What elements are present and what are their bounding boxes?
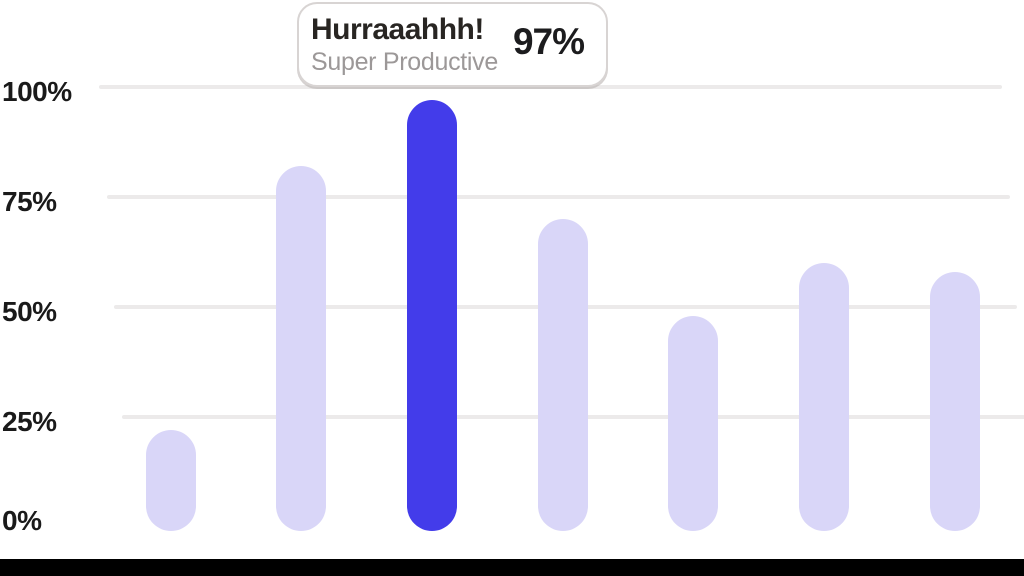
bar-5[interactable] — [668, 315, 719, 531]
y-tick-label-50: 50% — [2, 296, 57, 327]
y-tick-label-25: 25% — [2, 406, 57, 437]
tooltip-title: Hurraaahhh! — [311, 13, 484, 47]
gridline-100 — [99, 85, 1002, 89]
bar-4[interactable] — [537, 219, 588, 531]
bar-7[interactable] — [929, 271, 980, 531]
tooltip-text: Hurraaahhh! Super Productive — [311, 14, 498, 75]
tooltip-value: 97% — [512, 20, 585, 62]
bottom-bar — [0, 559, 1024, 576]
y-tick-label-75: 75% — [2, 186, 57, 217]
y-tick-label-100: 100% — [2, 76, 72, 107]
tooltip-subtitle: Super Productive — [311, 47, 498, 76]
bar-2[interactable] — [276, 166, 327, 531]
bar-6[interactable] — [799, 263, 849, 531]
tooltip: Hurraaahhh! Super Productive 97% — [297, 2, 608, 87]
bar-3-highlighted[interactable] — [406, 100, 457, 531]
bar-1[interactable] — [145, 430, 196, 531]
y-tick-label-0: 0% — [2, 505, 42, 536]
gridline-75 — [106, 195, 1010, 199]
